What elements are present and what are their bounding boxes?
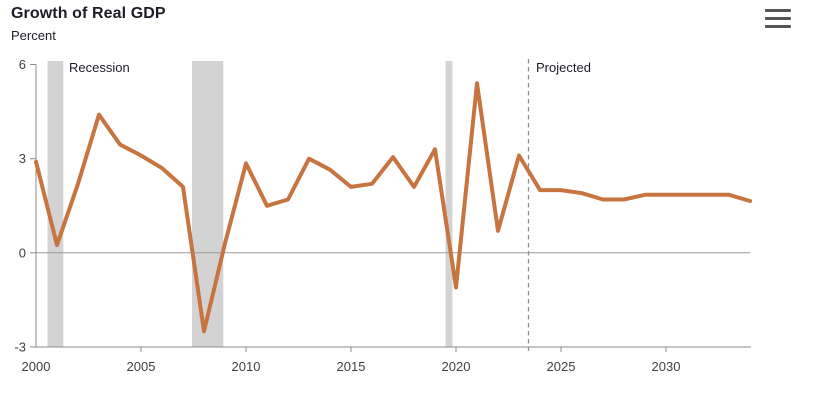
series-group [34, 81, 752, 334]
menu-bar-top [765, 9, 791, 13]
chart-title: Growth of Real GDP [11, 5, 166, 22]
recession-bands-group [47, 61, 453, 347]
x-tick-label: 2015 [337, 359, 366, 374]
gdp-growth-line [34, 81, 752, 334]
recession-band [47, 61, 64, 347]
y-tick-label: 3 [19, 151, 26, 166]
axes-group [30, 64, 751, 352]
menu-bar-middle [765, 16, 791, 21]
x-tick-label: 2000 [22, 359, 51, 374]
y-tick-label: 6 [19, 57, 26, 72]
x-tick-label: 2030 [652, 359, 681, 374]
y-tick-label: -3 [14, 340, 26, 355]
tick-labels-group: 6 3 0 -3 2000 2005 2010 2015 2020 2025 2030 [14, 57, 680, 374]
y-axis-units-label: Percent [11, 28, 56, 43]
projected-region-label: Projected [536, 60, 591, 75]
y-tick-label: 0 [19, 245, 26, 260]
x-tick-label: 2010 [232, 359, 261, 374]
recession-band [192, 61, 224, 347]
x-tick-label: 2020 [442, 359, 471, 374]
menu-bar-bottom [765, 24, 791, 28]
x-tick-label: 2025 [547, 359, 576, 374]
hamburger-menu-icon[interactable] [765, 9, 793, 28]
x-tick-label: 2005 [127, 359, 156, 374]
recession-band [445, 61, 453, 347]
recession-band-label: Recession [69, 60, 130, 75]
